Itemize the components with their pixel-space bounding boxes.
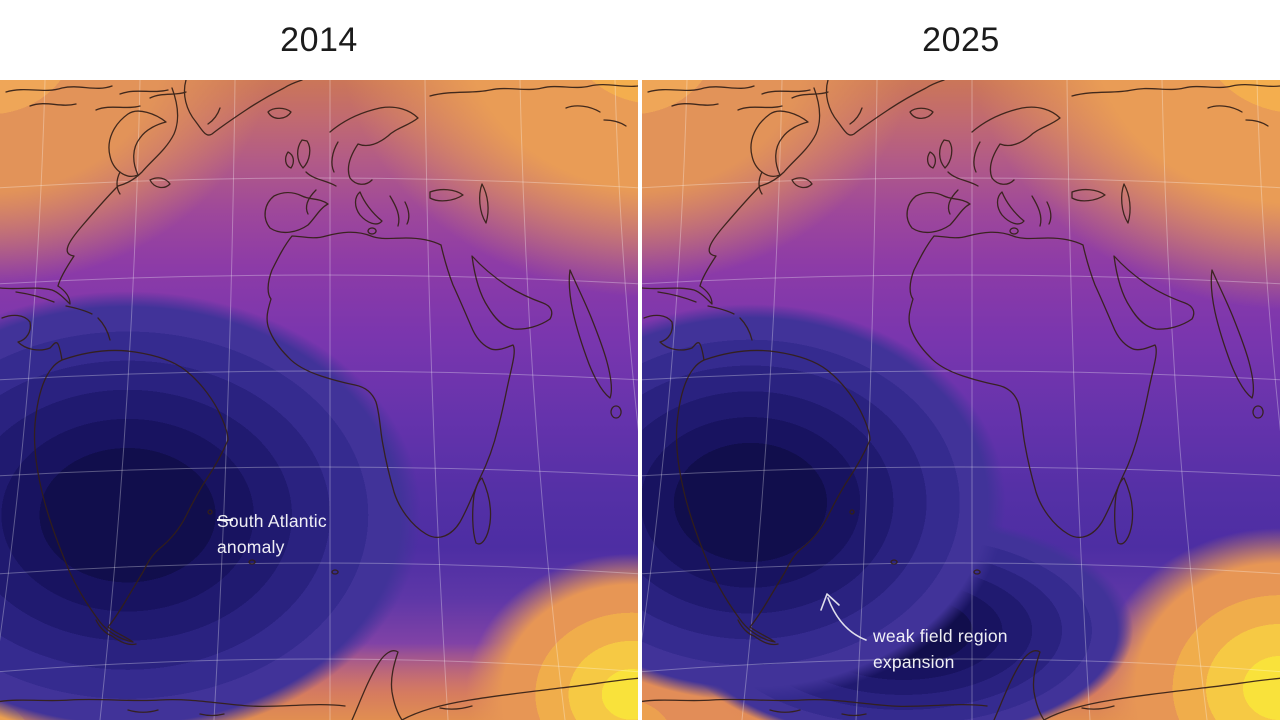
annotation-line-1: South Atlantic <box>217 511 327 531</box>
map-overlay-2025 <box>642 80 1280 720</box>
panel-title-2025: 2025 <box>922 21 1000 59</box>
annotation-line-1: weak field region <box>873 626 1008 646</box>
annotation-text: South Atlantic anomaly <box>217 508 327 560</box>
panel-title-2014: 2014 <box>280 21 358 59</box>
map-2014: South Atlantic anomaly <box>0 80 638 720</box>
annotation-line-2: expansion <box>873 652 955 672</box>
annotation-weak-field-expansion: weak field region expansion <box>873 623 1008 675</box>
coastlines <box>0 80 638 720</box>
map-2025: weak field region expansion <box>642 80 1280 720</box>
annotation-line-2: anomaly <box>217 537 285 557</box>
curved-arrow-icon <box>820 593 867 641</box>
header: 2014 2025 <box>0 0 1280 80</box>
field-intensity-2025 <box>642 80 1280 720</box>
field-intensity-2014 <box>0 80 638 720</box>
annotation-south-atlantic-anomaly: South Atlantic anomaly <box>217 508 327 557</box>
graticule <box>0 80 638 720</box>
annotation-leader-line <box>217 519 233 521</box>
panel-divider <box>638 80 642 720</box>
map-overlay-2014 <box>0 80 638 720</box>
